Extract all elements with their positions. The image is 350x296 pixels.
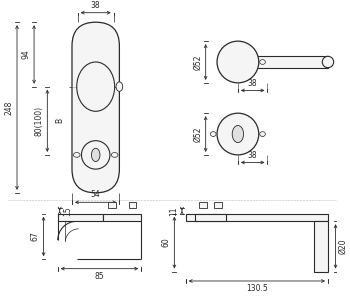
- Bar: [108, 202, 116, 208]
- Text: Ø52: Ø52: [194, 54, 203, 70]
- Ellipse shape: [74, 152, 80, 157]
- Text: 60: 60: [162, 238, 170, 247]
- Bar: [214, 202, 222, 208]
- Bar: [186, 214, 328, 221]
- Text: Ø52: Ø52: [194, 126, 203, 142]
- Bar: [199, 202, 206, 208]
- Text: 38: 38: [91, 1, 100, 10]
- Text: 38: 38: [248, 79, 258, 88]
- Ellipse shape: [260, 132, 265, 136]
- Bar: [58, 214, 103, 221]
- Text: 54: 54: [91, 190, 100, 200]
- Ellipse shape: [91, 148, 100, 162]
- Ellipse shape: [111, 152, 118, 157]
- Circle shape: [322, 56, 334, 68]
- Ellipse shape: [260, 59, 265, 64]
- Text: 80(100): 80(100): [35, 106, 43, 136]
- Text: 67: 67: [31, 231, 40, 241]
- Text: Ø20: Ø20: [338, 239, 348, 254]
- Text: 85: 85: [94, 271, 104, 281]
- Text: 248: 248: [4, 100, 13, 115]
- Ellipse shape: [232, 126, 244, 143]
- Circle shape: [217, 113, 259, 155]
- Bar: [238, 56, 328, 68]
- FancyBboxPatch shape: [72, 22, 119, 193]
- Text: 15: 15: [63, 206, 72, 216]
- Circle shape: [82, 141, 110, 169]
- Bar: [195, 214, 225, 221]
- Text: 38: 38: [248, 151, 258, 160]
- Text: B: B: [55, 118, 64, 123]
- Bar: [314, 221, 328, 271]
- Circle shape: [217, 41, 259, 83]
- Ellipse shape: [77, 62, 115, 111]
- Bar: [129, 202, 137, 208]
- Ellipse shape: [210, 132, 216, 136]
- Ellipse shape: [116, 82, 123, 91]
- Text: 130.5: 130.5: [246, 284, 268, 293]
- Bar: [103, 214, 141, 221]
- Text: 11: 11: [169, 206, 178, 215]
- Text: 94: 94: [21, 49, 30, 59]
